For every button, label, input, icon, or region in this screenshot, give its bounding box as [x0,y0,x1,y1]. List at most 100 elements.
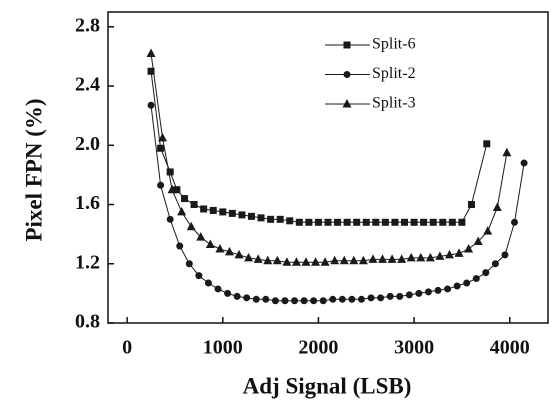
marker [483,226,493,235]
marker [339,255,349,265]
x-tick-label: 2000 [298,337,338,359]
marker [253,254,263,263]
marker [358,255,368,265]
marker [157,144,165,152]
marker [320,257,330,266]
marker [492,202,502,211]
marker [434,286,442,294]
marker [502,147,512,157]
marker [247,212,255,220]
marker [378,254,388,263]
marker [272,255,282,265]
marker [263,255,273,265]
marker [147,101,155,109]
plot-frame [107,11,549,324]
marker [311,257,321,266]
marker [406,252,416,262]
marker [324,218,332,226]
y-tick-label: 2.4 [75,74,100,96]
marker [147,67,155,75]
marker [467,201,475,209]
marker [301,257,311,266]
marker [520,159,528,167]
marker [349,255,359,265]
marker [453,282,461,290]
marker [396,292,404,300]
marker [205,239,215,249]
marker [243,294,251,302]
marker [454,248,464,257]
marker [367,294,375,302]
marker [439,218,447,226]
y-tick-label: 0.8 [75,311,100,333]
marker [511,218,519,226]
marker [181,195,189,203]
marker [491,260,499,268]
marker [291,297,299,305]
marker [387,254,397,263]
x-axis-label: Adj Signal (LSB) [243,373,412,398]
marker [271,297,279,305]
marker [166,168,174,176]
marker [176,242,184,250]
marker [215,243,225,253]
y-tick-label: 2.8 [75,14,100,36]
marker [444,285,452,293]
legend-label: Split-6 [372,36,416,53]
marker [295,218,303,226]
y-axis-label: Pixel FPN (%) [21,98,46,241]
marker [157,181,165,189]
legend-marker [343,71,351,78]
marker [348,295,356,303]
marker [291,257,301,266]
marker [338,295,346,303]
marker [425,252,435,262]
marker [167,184,177,194]
legend-label: Split-2 [372,65,416,82]
marker [482,269,490,277]
marker [435,251,445,260]
legend-marker [343,41,351,49]
marker [190,201,198,209]
marker [224,246,234,256]
marker [186,221,196,231]
marker [310,297,318,305]
marker [362,218,370,226]
x-tick-label: 4000 [490,337,530,359]
marker [448,218,456,226]
marker [196,232,206,241]
series-line [150,53,508,263]
marker [424,288,432,296]
series-line [150,105,525,302]
marker [368,254,378,263]
marker [357,295,365,303]
marker [314,218,322,226]
marker [334,218,342,226]
y-tick-label: 1.6 [75,192,100,214]
marker [329,295,337,303]
marker [238,211,246,219]
marker [252,295,260,303]
marker [410,218,418,226]
marker [200,205,208,213]
marker [353,218,361,226]
marker [377,294,385,302]
marker [305,218,313,226]
legend-marker [342,99,352,108]
marker [472,275,480,283]
marker [386,292,394,300]
marker [458,218,466,226]
marker [372,218,380,226]
marker [244,252,254,262]
marker [158,132,168,142]
marker [420,218,428,226]
marker [282,257,292,266]
marker [416,252,426,262]
marker [209,206,217,214]
marker [429,218,437,226]
marker [463,279,471,287]
marker [286,217,294,225]
marker [233,292,241,300]
marker [300,297,308,305]
